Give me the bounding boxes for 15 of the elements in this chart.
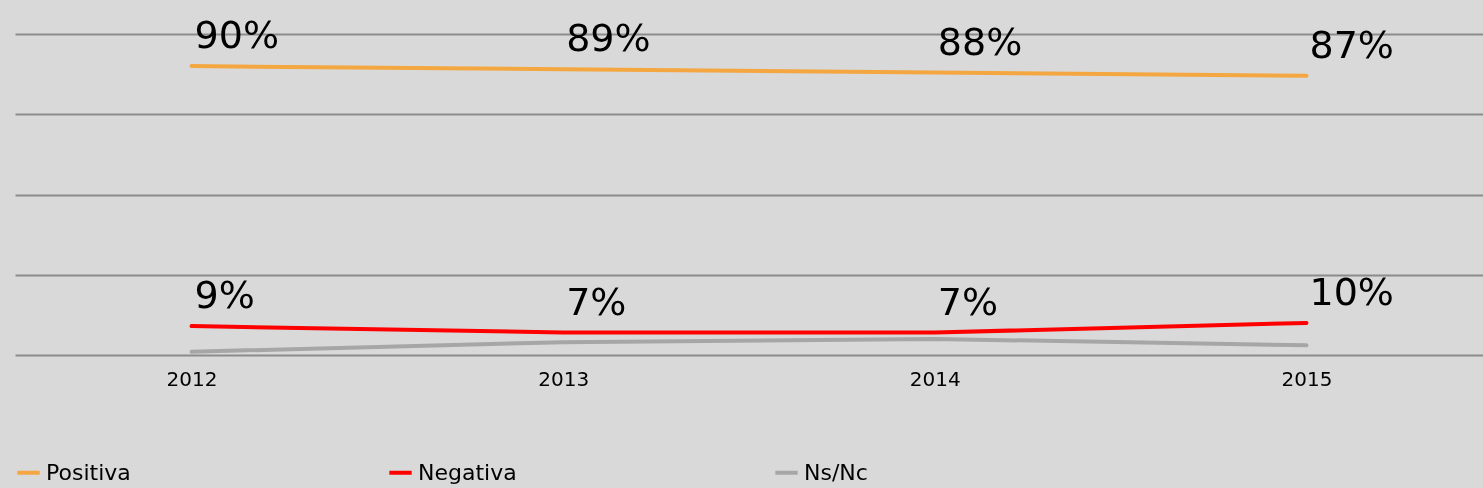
legend-label: Negativa [418, 459, 517, 485]
x-tick-label: 2014 [909, 366, 961, 391]
legend-label: Ns/Nc [804, 459, 868, 485]
legend-label: Positiva [46, 459, 131, 485]
data-label: 88% [937, 19, 1023, 64]
data-label: 9% [194, 273, 255, 318]
data-label: 87% [1309, 22, 1394, 67]
x-tick-label: 2015 [1281, 366, 1333, 391]
x-tick-label: 2012 [166, 366, 218, 391]
data-label: 10% [1309, 269, 1394, 314]
data-label: 7% [937, 279, 999, 324]
data-label: 90% [194, 13, 279, 58]
data-label: 7% [566, 279, 627, 324]
x-tick-label: 2013 [538, 366, 590, 391]
data-label: 89% [566, 16, 651, 61]
